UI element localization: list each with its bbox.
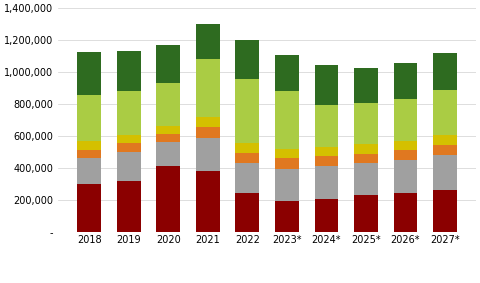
Bar <box>77 52 101 95</box>
Bar <box>156 142 180 166</box>
Bar <box>77 184 101 232</box>
Bar <box>156 166 180 232</box>
Bar <box>394 98 417 141</box>
Bar <box>394 150 417 160</box>
Bar <box>156 126 180 134</box>
Bar <box>354 68 378 103</box>
Bar <box>354 103 378 144</box>
Bar <box>77 95 101 141</box>
Bar <box>235 143 259 153</box>
Bar <box>433 190 457 232</box>
Bar <box>196 127 220 138</box>
Bar <box>117 152 141 181</box>
Bar <box>314 166 338 199</box>
Bar <box>275 158 299 169</box>
Bar <box>77 158 101 184</box>
Bar <box>117 143 141 152</box>
Bar <box>275 91 299 149</box>
Bar <box>77 141 101 150</box>
Bar <box>275 55 299 91</box>
Bar <box>235 153 259 163</box>
Bar <box>235 79 259 143</box>
Bar <box>433 53 457 90</box>
Bar <box>235 40 259 79</box>
Bar <box>275 169 299 201</box>
Bar <box>314 105 338 147</box>
Bar <box>314 147 338 156</box>
Bar <box>117 135 141 143</box>
Bar <box>433 155 457 190</box>
Bar <box>156 83 180 126</box>
Bar <box>196 117 220 127</box>
Bar <box>117 51 141 91</box>
Bar <box>117 181 141 232</box>
Bar <box>314 156 338 166</box>
Bar <box>394 141 417 150</box>
Bar <box>235 193 259 232</box>
Bar <box>433 135 457 145</box>
Bar <box>354 195 378 232</box>
Bar <box>235 163 259 193</box>
Bar <box>77 150 101 158</box>
Bar <box>354 163 378 195</box>
Bar <box>196 59 220 117</box>
Bar <box>196 171 220 232</box>
Bar <box>354 154 378 163</box>
Legend: China, Europe, India, Japan, North America, Rest of the World: China, Europe, India, Japan, North Ameri… <box>110 281 424 283</box>
Bar <box>314 199 338 232</box>
Bar <box>196 138 220 171</box>
Bar <box>275 201 299 232</box>
Bar <box>117 91 141 135</box>
Bar <box>314 65 338 105</box>
Bar <box>394 63 417 98</box>
Bar <box>156 45 180 83</box>
Bar <box>156 134 180 142</box>
Bar <box>275 149 299 158</box>
Bar <box>354 144 378 154</box>
Bar <box>433 90 457 135</box>
Bar <box>196 24 220 59</box>
Bar <box>394 160 417 193</box>
Bar <box>433 145 457 155</box>
Bar <box>394 193 417 232</box>
